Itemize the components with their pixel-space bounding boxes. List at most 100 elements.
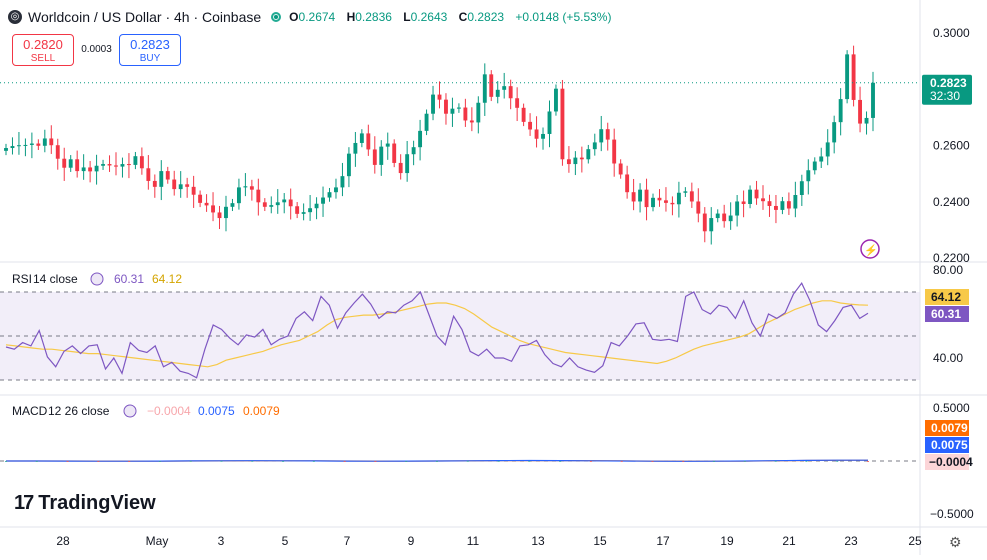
candle-body [437,94,442,100]
candle-body [346,153,351,177]
candle-body [676,192,681,205]
candle-body [605,129,610,140]
candle-body [249,186,254,190]
time-tick-label: 3 [218,534,225,548]
candle-body [418,130,423,148]
candle-body [463,107,468,121]
time-tick-label: 13 [531,534,545,548]
candle-body [573,157,578,165]
settings-gear-icon[interactable]: ⚙ [949,534,962,550]
time-tick-label: 15 [593,534,607,548]
candle-body [29,143,34,145]
candle-body [68,159,73,168]
candle-body [528,121,533,130]
candle-body [761,198,765,202]
candle-body [482,74,487,103]
macd-params: 12 26 close [48,404,110,418]
candle-body [541,133,545,139]
candle-body [165,171,170,180]
buy-price: 0.2823 [130,37,170,52]
high-value: 0.2836 [355,10,392,24]
macd-hist-bar [836,460,839,462]
candle-body [625,174,630,193]
close-key: C [458,10,468,24]
candle-body [858,99,863,124]
candle-body [767,201,772,206]
rsi-label: RSI [12,272,32,286]
candle-body [534,129,539,139]
rsi-ma-line [5,300,869,368]
time-tick-label: 9 [408,534,415,548]
sell-price: 0.2820 [23,37,63,52]
candle-body [230,203,235,207]
last-price-badge [922,74,972,105]
market-status-icon[interactable] [271,12,282,22]
time-tick-label: 23 [844,534,858,548]
symbol-title[interactable]: Worldcoin / US Dollar · 4h · Coinbase [28,9,262,25]
macd-hist-bar [466,460,469,462]
candle-body [469,120,474,123]
candle-body [586,149,591,160]
macd-hist-bar [559,461,562,462]
candle-body [502,86,507,90]
candle-body [864,117,869,124]
buy-button[interactable]: 0.2823 BUY [119,34,181,66]
flash-icon [860,239,880,259]
candle-body [217,212,222,219]
open-key: O [289,10,299,24]
candle-body [411,147,416,155]
candle-body [81,167,86,172]
macd-value: 0.0075 [198,404,235,418]
candle-body [657,197,662,201]
candle-body [321,197,325,204]
rsi-ma-badge-label: 64.12 [931,290,961,304]
candle-body [741,201,746,204]
candle-body [236,187,241,204]
macd-pane [0,459,920,462]
macd-hist-bar [405,461,408,462]
macd-tick-label: 0.5000 [933,401,970,415]
macd-signal-badge-label: 0.0079 [931,421,968,435]
macd-hist-bar [343,461,346,462]
candle-body [88,167,93,172]
candle-body [353,142,358,154]
candle-body [178,184,183,190]
macd-badge-label: 0.0075 [931,438,968,452]
tradingview-logo-icon: 17 [14,492,34,514]
macd-tick-label: −0.5000 [930,507,974,521]
time-tick-label: May [146,534,169,548]
candle-body [372,149,377,165]
macd-hist-bar [589,461,592,462]
tradingview-logo[interactable]: 17 TradingView [14,492,156,515]
rsi-badge-label: 60.31 [931,307,961,321]
candle-body [825,142,830,157]
candle-body [359,133,364,143]
candle-body [23,144,28,146]
candle-body [521,107,526,122]
macd-hist-bar [220,460,223,462]
legend-header: ◎ Worldcoin / US Dollar · 4h · Coinbase … [8,6,615,28]
candle-body [456,107,461,109]
candle-body [728,215,733,222]
candle-body [224,206,228,219]
macd-hist-bar [189,460,192,462]
candle-body [748,189,753,204]
candle-body [243,186,248,188]
macd-hist-bar [66,461,69,462]
candle-body [689,191,694,202]
candle-body [444,99,448,114]
sell-button[interactable]: 0.2820 SELL [12,34,74,66]
candle-body [554,88,558,112]
open-value: 0.2674 [298,10,336,24]
macd-hist-badge [925,454,969,470]
candle-body [314,203,319,209]
candle-body [579,157,584,160]
buy-label: BUY [139,53,161,64]
macd-hist-bar [774,460,777,462]
rsi-tick-label: 40.00 [933,351,963,365]
candle-body [515,98,520,108]
flash-icon-glyph: ⚡ [864,244,878,257]
rsi-value: 60.31 [114,272,144,286]
